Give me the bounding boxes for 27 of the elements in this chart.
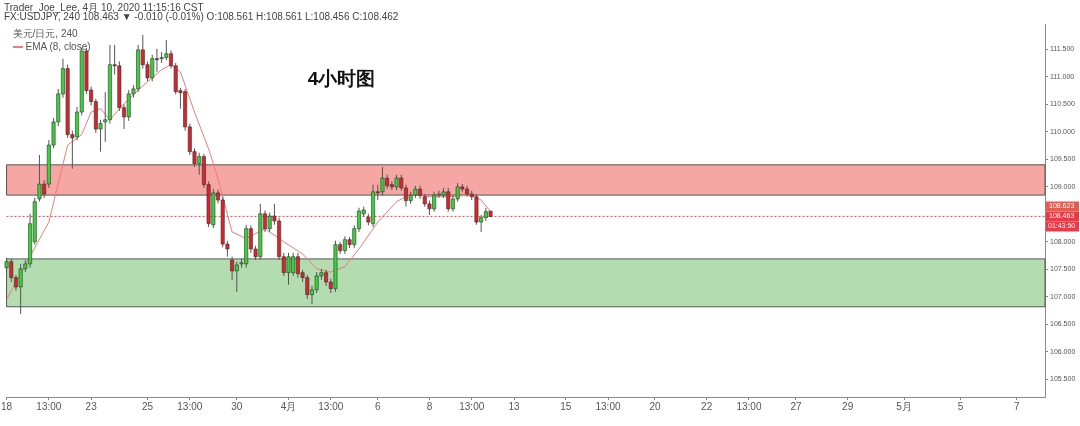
legend-label: EMA (8, close) (25, 41, 91, 52)
x-tick-label: 13 (508, 400, 521, 412)
x-tick-label: 4月 (280, 400, 297, 412)
x-tick-label: 13:00 (595, 400, 621, 412)
text: 4小时图 (307, 67, 376, 91)
x-tick-label: 5 (957, 400, 964, 412)
x-tick-label: 6 (374, 400, 381, 412)
x-tick-label: 13:00 (736, 400, 762, 412)
x-tick-label: 5月 (896, 400, 912, 412)
x-tick-label: 23 (85, 400, 98, 412)
x-tick-label: 18 (1, 400, 13, 412)
x-tick-label: 22 (701, 400, 713, 412)
legend-title: 美元/日元, 240 (12, 27, 79, 40)
x-tick-label: 29 (842, 400, 854, 412)
x-tick-label: 7 (1014, 400, 1021, 412)
x-tick-label: 13:00 (459, 400, 485, 412)
x-tick-label: 13:00 (36, 400, 62, 412)
x-tick-label: 15 (560, 400, 572, 412)
x-tick-label: 13:00 (318, 400, 344, 412)
x-tick-label: 27 (790, 400, 802, 412)
x-tick-label: 20 (649, 400, 661, 412)
x-tick-label: 25 (141, 400, 154, 412)
text: Trader_Joe_Lee, 4月 10, 2020 11:15:16 CST (4, 1, 204, 13)
chart-subtitle: FX:USDJPY, 240 108.463 ▼ -0.010 (-0.01%) O:108.561 H:108.561 L:108.456 C:108.462 (4, 11, 399, 22)
x-tick-label: 8 (426, 400, 433, 412)
x-tick-label: 13:00 (177, 400, 203, 412)
x-tick-label: 30 (231, 400, 243, 412)
